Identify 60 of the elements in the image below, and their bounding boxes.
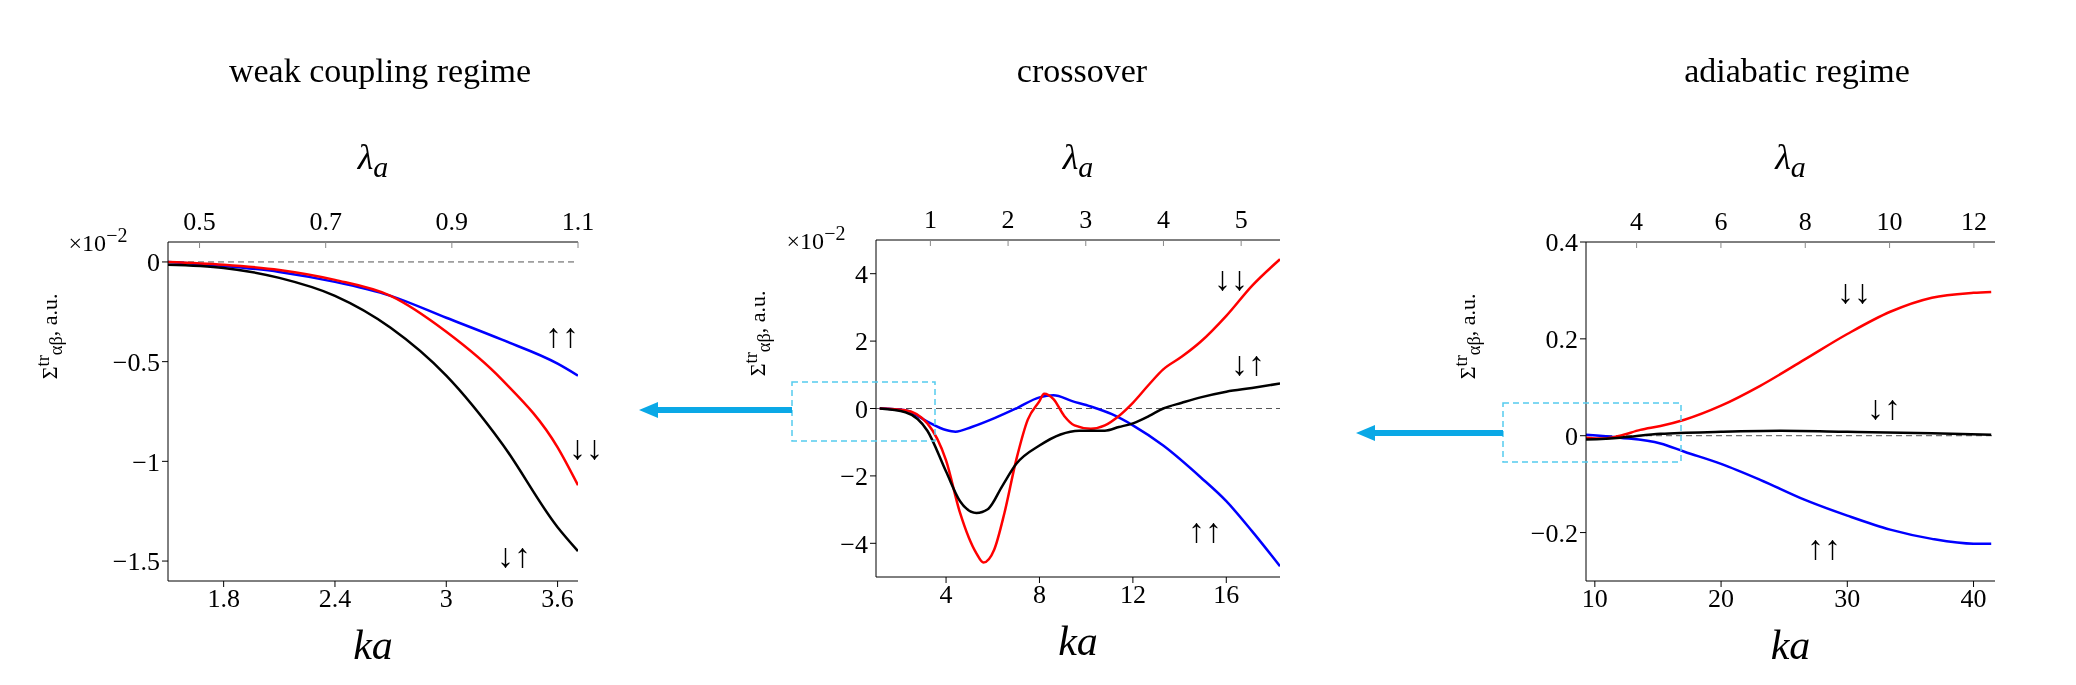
annotation: ↑↑	[1806, 527, 1842, 568]
x2-tick-label: 12	[1960, 207, 1987, 236]
y-tick-label: 0	[147, 248, 160, 278]
x-tick-label: 4	[939, 580, 953, 610]
y-tick-label: −0.2	[1530, 518, 1578, 548]
y-tick-label: −2	[840, 462, 868, 492]
x-tick-label: 40	[1960, 584, 1987, 614]
annotation: ↑↑	[544, 315, 580, 356]
x2-tick-label: 4	[1630, 207, 1644, 236]
x2-tick-label: 0.9	[435, 207, 469, 236]
x-tick-label: 3	[439, 584, 453, 614]
y-tick-label: 4	[855, 259, 868, 289]
line-series	[878, 382, 1280, 515]
x2-tick-label: 0.7	[309, 207, 342, 236]
annotation: ↓↑	[1230, 343, 1266, 384]
x2-axis-title: λ$_{a}$	[1061, 136, 1095, 185]
x2-tick-label: 3	[1079, 205, 1093, 234]
text: ×10$^{−2}$	[785, 220, 847, 256]
x2-tick-label: 1.1	[561, 207, 595, 236]
chart-title: adiabatic regime	[1683, 52, 1911, 90]
x-tick-label: 20	[1708, 584, 1735, 614]
annotation: ↓↓	[1836, 271, 1872, 312]
x-tick-label: 12	[1119, 580, 1146, 610]
x2-tick-label: 5	[1234, 205, 1248, 234]
y-tick-label: 0.2	[1545, 325, 1578, 355]
annotation: ↓↓	[568, 427, 604, 468]
x-tick-label: 2.4	[318, 584, 352, 614]
x-axis-title: ka	[1057, 617, 1099, 665]
y-tick-label: 0	[1565, 421, 1578, 451]
y-tick-label: 2	[855, 327, 868, 357]
x2-tick-label: 6	[1714, 207, 1728, 236]
x2-tick-label: 4	[1156, 205, 1170, 234]
x-tick-label: 3.6	[541, 584, 574, 614]
x-tick-label: 16	[1213, 580, 1240, 610]
x2-tick-label: 0.5	[183, 207, 216, 236]
y-tick-label: −4	[840, 529, 868, 559]
annotation: ↑↑	[1187, 510, 1223, 551]
y-tick-label: −1.5	[112, 547, 160, 577]
chart-title: crossover	[1015, 52, 1149, 90]
y-tick-label: −1	[132, 447, 160, 477]
x2-tick-label: 10	[1876, 207, 1903, 236]
y-tick-label: 0.4	[1545, 228, 1578, 258]
x2-tick-label: 1	[923, 205, 937, 234]
x2-tick-label: 8	[1798, 207, 1812, 236]
annotation: ↓↑	[1866, 387, 1902, 428]
x2-axis-title: λ$_{a}$	[1773, 136, 1807, 185]
chart-title: weak coupling regime	[227, 52, 533, 90]
text: ×10$^{−2}$	[68, 223, 128, 256]
x-axis-title: ka	[352, 621, 394, 669]
y-tick-label: −0.5	[112, 347, 160, 377]
x2-axis-title: λ$_{a}$	[356, 136, 390, 185]
x2-tick-label: 2	[1001, 205, 1015, 234]
annotation: ↓↓	[1213, 258, 1249, 299]
y-tick-label: 0	[855, 394, 868, 424]
x-axis-title: ka	[1769, 621, 1812, 669]
x-tick-label: 10	[1581, 584, 1608, 614]
x-tick-label: 8	[1032, 580, 1046, 610]
x-tick-label: 1.8	[207, 584, 240, 614]
annotation: ↓↑	[496, 535, 532, 576]
x-tick-label: 30	[1834, 584, 1861, 614]
